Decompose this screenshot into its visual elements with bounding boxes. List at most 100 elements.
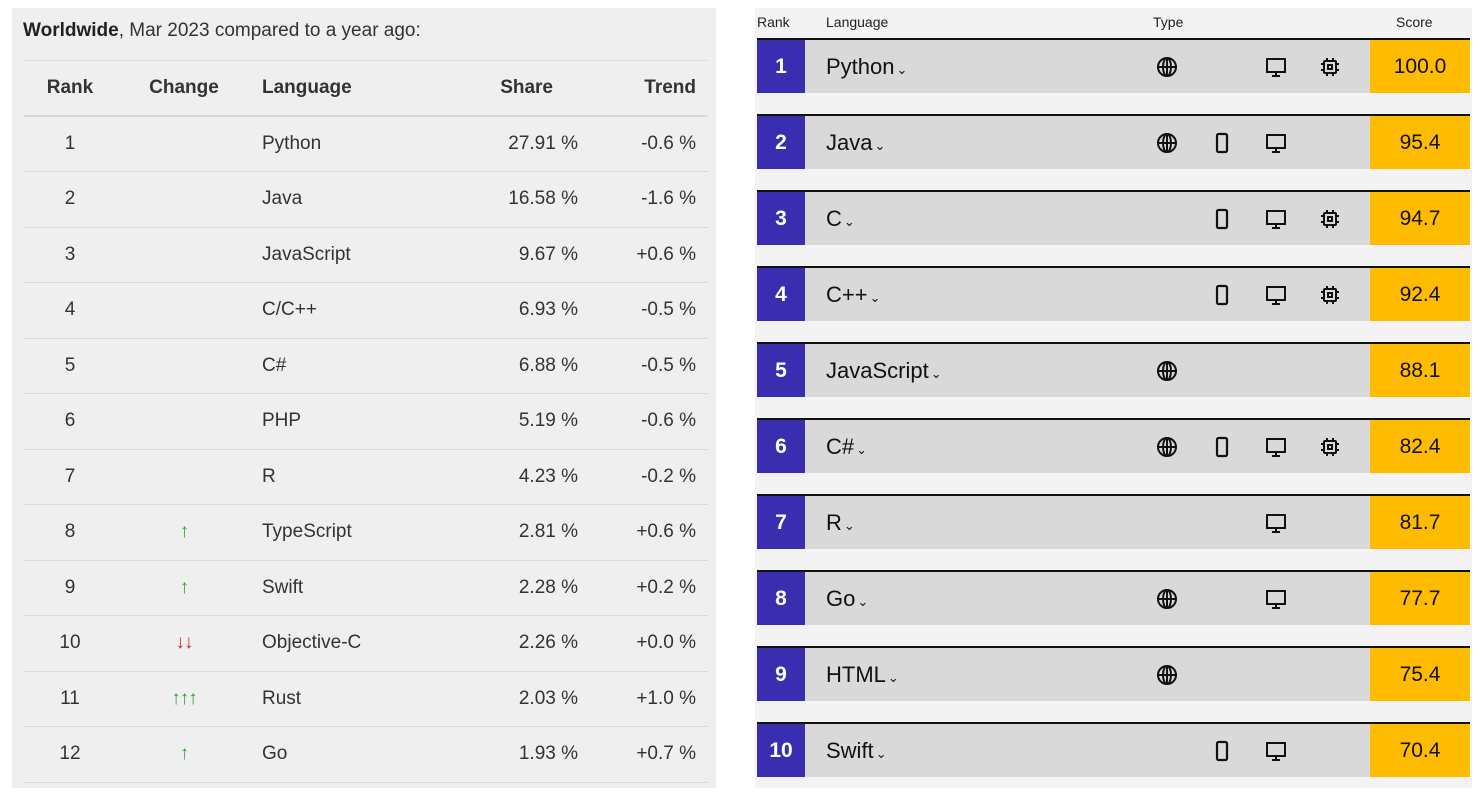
header-language: Language (826, 14, 889, 30)
table-row: 10 ↓↓ Objective-C 2.26 % +0.0 % (24, 616, 708, 672)
language: Go (826, 585, 856, 611)
ranking-row[interactable]: 3 C ⌄ 94.7 (757, 190, 1470, 245)
score: 77.7 (1370, 572, 1470, 625)
trend: -0.6 % (641, 410, 696, 432)
embedded-icon (1318, 55, 1342, 79)
score: 82.4 (1370, 420, 1470, 473)
table-row: 7 R 4.23 % -0.2 % (24, 450, 708, 505)
score: 88.1 (1370, 344, 1470, 397)
desktop-icon (1264, 587, 1288, 611)
trend: +0.6 % (636, 521, 696, 543)
change-up-arrow-icon: ↑↑↑ (171, 687, 198, 709)
chevron-down-icon[interactable]: ⌄ (930, 365, 942, 381)
ranking-row[interactable]: 6 C# ⌄ 82.4 (757, 418, 1470, 473)
language-dropdown[interactable]: C++ ⌄ (826, 282, 881, 308)
trend: +0.0 % (636, 632, 696, 654)
mobile-icon (1210, 131, 1234, 155)
language: C++ (826, 281, 868, 307)
language-dropdown[interactable]: R ⌄ (826, 510, 855, 536)
language-dropdown[interactable]: JavaScript ⌄ (826, 358, 942, 384)
change-up-arrow-icon: ↑ (179, 743, 190, 765)
rank-badge: 9 (757, 648, 805, 701)
chevron-down-icon[interactable]: ⌄ (874, 137, 886, 153)
rank: 8 (64, 521, 76, 543)
chevron-down-icon[interactable]: ⌄ (857, 593, 869, 609)
ranking-row[interactable]: 9 HTML ⌄ 75.4 (757, 646, 1470, 701)
share: 4.23 % (518, 465, 578, 487)
chevron-down-icon[interactable]: ⌄ (843, 517, 855, 533)
web-icon (1155, 435, 1179, 459)
score: 100.0 (1370, 40, 1470, 93)
ieee-ranking-panel: Rank Language Type Score 1 Python ⌄ 100.0 2… (755, 8, 1472, 788)
language: Java (826, 129, 873, 155)
mobile-icon (1210, 283, 1234, 307)
rank: 12 (59, 743, 81, 765)
mobile-icon (1210, 739, 1234, 763)
language: Java (262, 188, 303, 210)
share: 2.26 % (518, 632, 578, 654)
ranking-row[interactable]: 2 Java ⌄ 95.4 (757, 114, 1470, 169)
share: 2.28 % (518, 576, 578, 598)
chevron-down-icon[interactable]: ⌄ (843, 213, 855, 229)
chevron-down-icon[interactable]: ⌄ (875, 745, 887, 761)
trend: -0.6 % (641, 132, 696, 154)
table-row: 6 PHP 5.19 % -0.6 % (24, 394, 708, 450)
score: 94.7 (1370, 192, 1470, 245)
chevron-down-icon[interactable]: ⌄ (887, 669, 899, 685)
ranking-row[interactable]: 1 Python ⌄ 100.0 (757, 38, 1470, 93)
web-icon (1155, 55, 1179, 79)
rank-badge: 6 (757, 420, 805, 473)
table-row: 1 Python 27.91 % -0.6 % (24, 117, 708, 172)
desktop-icon (1264, 511, 1288, 535)
rank: 4 (64, 299, 76, 321)
rank: 10 (59, 632, 81, 654)
header-share: Share (500, 76, 553, 98)
header-type: Type (1153, 14, 1184, 30)
web-icon (1155, 663, 1179, 687)
web-icon (1155, 359, 1179, 383)
rank: 7 (64, 465, 76, 487)
table-row: 4 C/C++ 6.93 % -0.5 % (24, 283, 708, 339)
header-change: Change (149, 76, 219, 98)
ranking-row[interactable]: 5 JavaScript ⌄ 88.1 (757, 342, 1470, 397)
rank: 1 (64, 132, 76, 154)
web-icon (1155, 131, 1179, 155)
language: R (262, 465, 276, 487)
language: PHP (262, 410, 302, 432)
language-dropdown[interactable]: Go ⌄ (826, 586, 868, 612)
rank: 6 (64, 410, 76, 432)
chevron-down-icon[interactable]: ⌄ (896, 61, 908, 77)
share: 9.67 % (518, 243, 578, 265)
language: R (826, 509, 842, 535)
rank: 9 (64, 576, 76, 598)
chevron-down-icon[interactable]: ⌄ (856, 441, 868, 457)
panel-title: Worldwide, Mar 2023 compared to a year a… (23, 20, 421, 41)
language: Python (826, 53, 895, 79)
language-dropdown[interactable]: HTML ⌄ (826, 662, 899, 688)
chevron-down-icon[interactable]: ⌄ (869, 289, 881, 305)
language: C# (826, 433, 855, 459)
language: C (826, 205, 842, 231)
language: Go (262, 743, 288, 765)
ranking-row[interactable]: 4 C++ ⌄ 92.4 (757, 266, 1470, 321)
ranking-row[interactable]: 10 Swift ⌄ 70.4 (757, 722, 1470, 777)
header-rank: Rank (757, 14, 790, 30)
embedded-icon (1318, 435, 1342, 459)
rank: 3 (64, 243, 76, 265)
ranking-row[interactable]: 8 Go ⌄ 77.7 (757, 570, 1470, 625)
change-up-arrow-icon: ↑ (179, 521, 190, 543)
language-dropdown[interactable]: Python ⌄ (826, 54, 907, 80)
language-dropdown[interactable]: Java ⌄ (826, 130, 885, 156)
language-dropdown[interactable]: Swift ⌄ (826, 738, 887, 764)
language: Python (262, 132, 322, 154)
trend: -1.6 % (641, 188, 696, 210)
rank-badge: 4 (757, 268, 805, 321)
language: Swift (262, 576, 304, 598)
language-dropdown[interactable]: C# ⌄ (826, 434, 867, 460)
mobile-icon (1210, 435, 1234, 459)
language: Objective-C (262, 632, 362, 654)
trend: -0.2 % (641, 465, 696, 487)
ranking-row[interactable]: 7 R ⌄ 81.7 (757, 494, 1470, 549)
share: 5.19 % (518, 410, 578, 432)
language-dropdown[interactable]: C ⌄ (826, 206, 855, 232)
